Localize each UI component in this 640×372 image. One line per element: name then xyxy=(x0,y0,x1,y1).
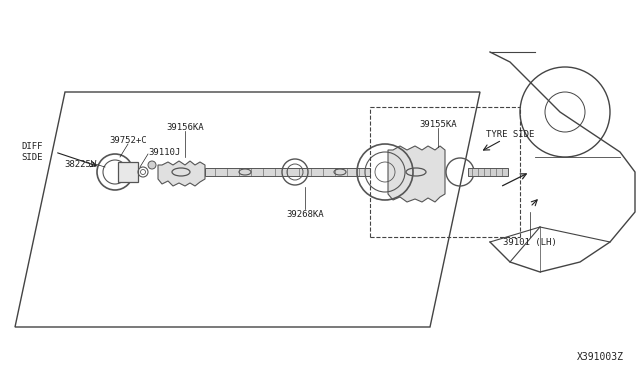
Text: 38225W: 38225W xyxy=(64,160,96,169)
Text: 39155KA: 39155KA xyxy=(419,119,457,128)
Text: 39752+C: 39752+C xyxy=(109,135,147,144)
Text: 39101 (LH): 39101 (LH) xyxy=(503,237,557,247)
Circle shape xyxy=(148,161,156,169)
Text: 39268KA: 39268KA xyxy=(286,209,324,218)
Bar xyxy=(205,168,370,176)
Text: X391003Z: X391003Z xyxy=(577,352,623,362)
Bar xyxy=(468,168,508,176)
Text: DIFF
SIDE: DIFF SIDE xyxy=(21,142,43,162)
Polygon shape xyxy=(158,161,205,186)
Text: TYRE SIDE: TYRE SIDE xyxy=(486,129,534,138)
Polygon shape xyxy=(388,146,445,202)
Text: 39110J: 39110J xyxy=(148,148,180,157)
Bar xyxy=(118,162,138,182)
Text: 39156KA: 39156KA xyxy=(166,122,204,131)
